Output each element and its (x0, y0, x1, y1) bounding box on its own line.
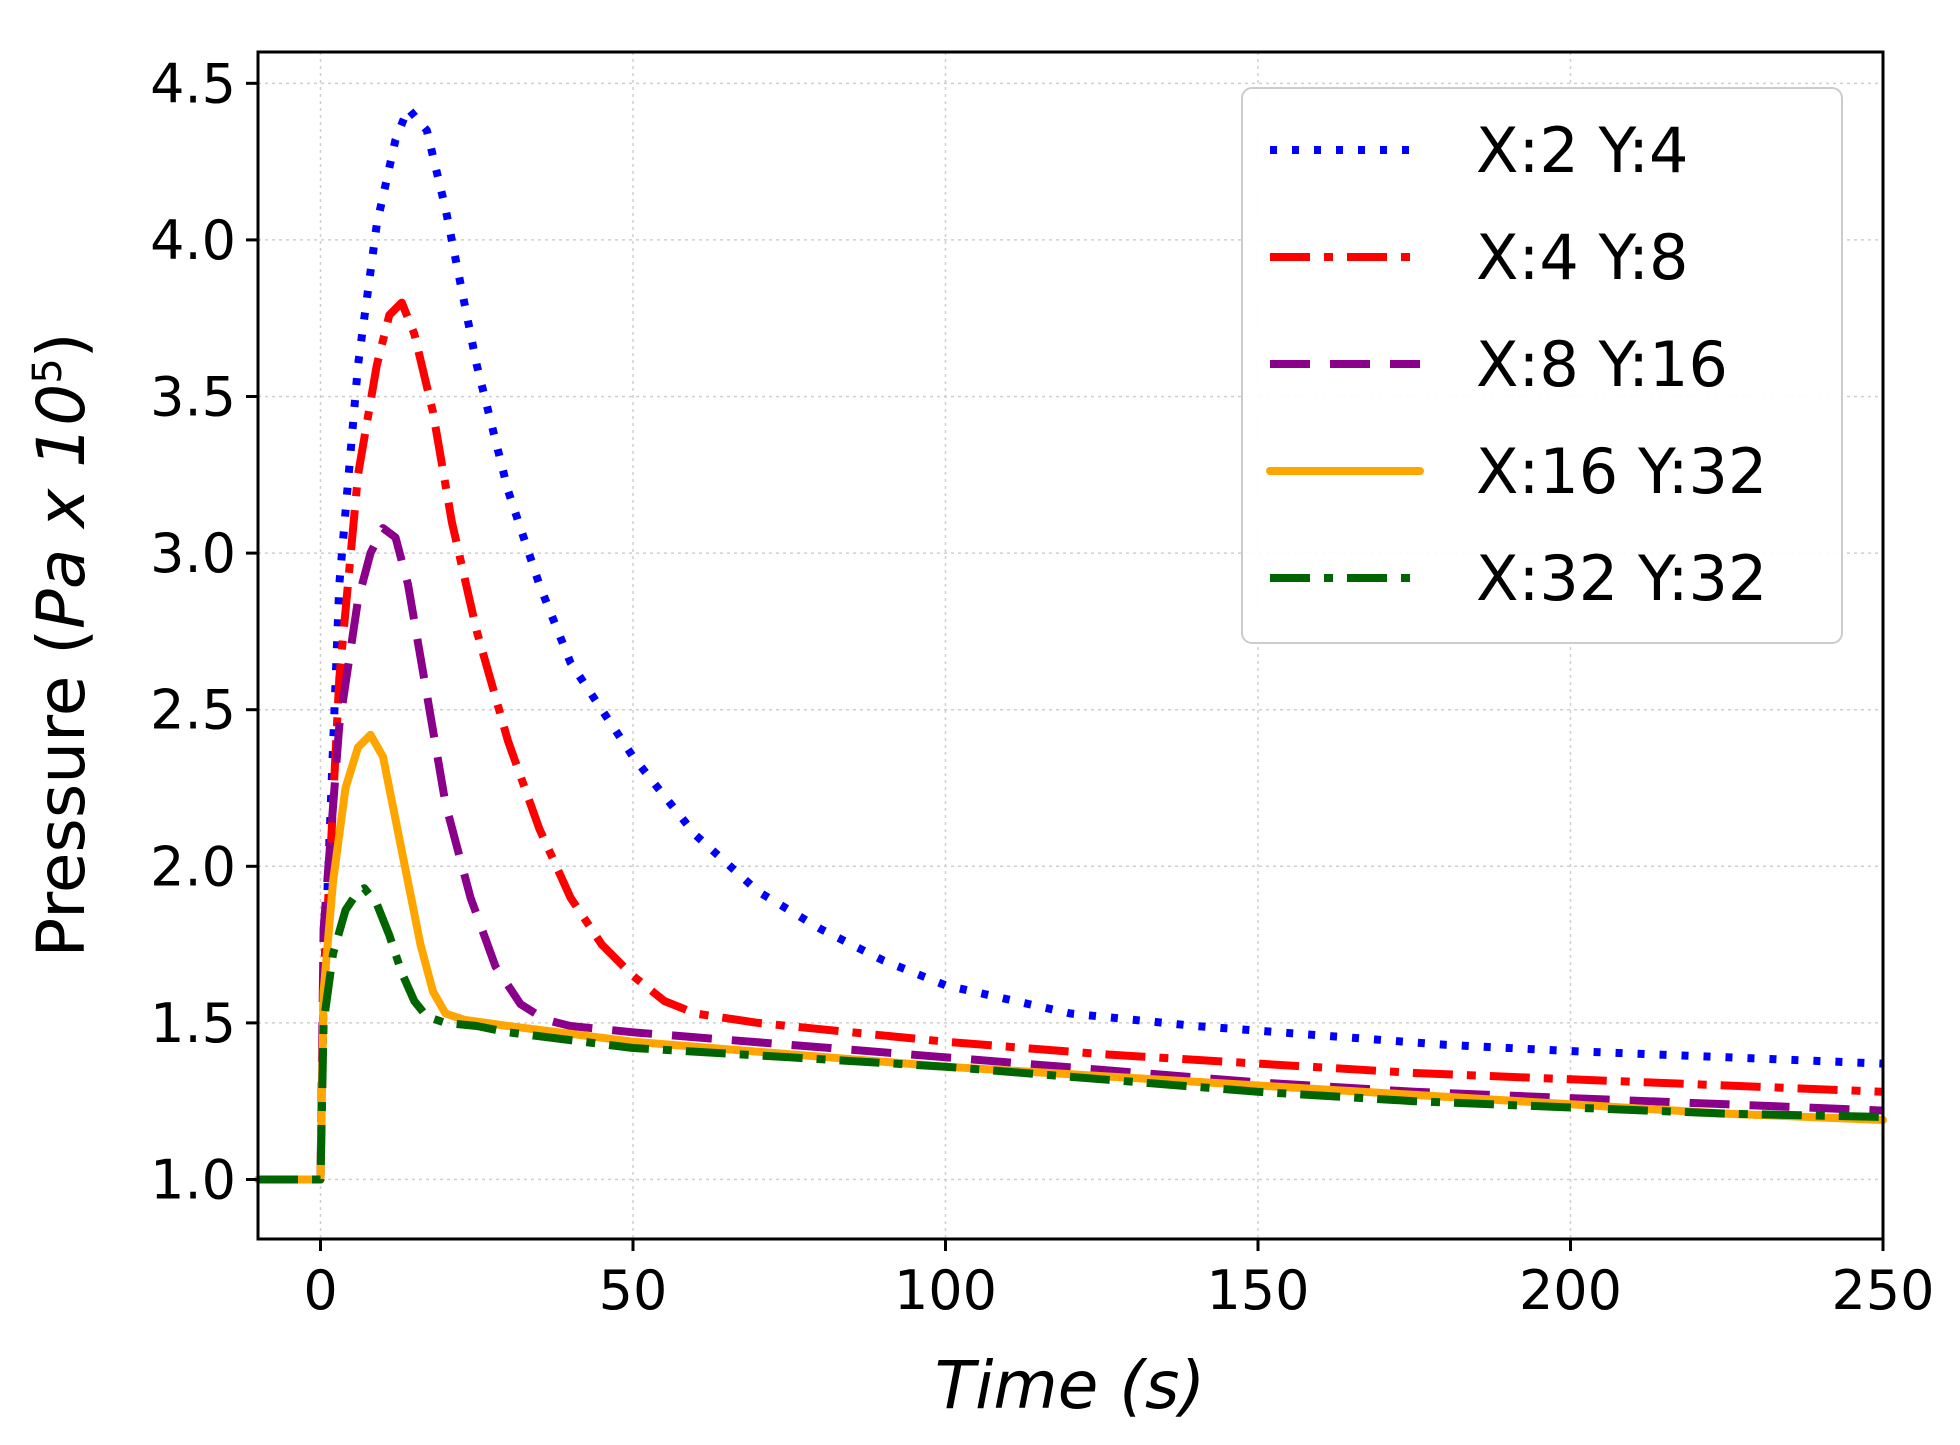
y-axis-label-prefix: Pressure ( (23, 629, 100, 958)
legend-box (1241, 87, 1843, 644)
legend-label-1: X:2 Y:4 (1476, 114, 1689, 187)
y-tick-label: 3.5 (150, 366, 236, 429)
plot-frame (256, 50, 1885, 1241)
legend-label-2: X:4 Y:8 (1476, 221, 1689, 294)
x-tick-label: 0 (303, 1259, 337, 1322)
x-axis-ticks: 0 50 100 150 200 250 (303, 1239, 1935, 1322)
y-axis-label-superscript: 5 (25, 358, 71, 383)
x-tick-label: 250 (1831, 1259, 1934, 1322)
y-tick-label: 2.5 (150, 679, 236, 742)
y-tick-label: 4.5 (150, 52, 236, 115)
series-line-5 (258, 884, 1884, 1184)
series-line-1 (258, 104, 1884, 1184)
x-tick-label: 50 (599, 1259, 668, 1322)
y-axis-label: Pressure (Pa x 105) (23, 332, 100, 957)
x-tick-label: 100 (894, 1259, 997, 1322)
legend-label-5: X:32 Y:32 (1476, 542, 1767, 615)
x-axis-label: Time (s) (935, 1347, 1205, 1424)
y-axis-ticks: 1.0 1.5 2.0 2.5 3.0 3.5 4.0 4.5 (150, 52, 258, 1211)
y-axis-label-unit: Pa x 10 (23, 384, 100, 629)
series-line-3 (258, 524, 1884, 1184)
x-tick-label: 200 (1519, 1259, 1622, 1322)
y-tick-label: 1.0 (150, 1148, 236, 1211)
legend-label-4: X:16 Y:32 (1476, 435, 1767, 508)
x-tick-label: 150 (1206, 1259, 1309, 1322)
y-tick-label: 3.0 (150, 522, 236, 585)
series-line-4 (254, 730, 1887, 1184)
series-line-2 (258, 298, 1884, 1184)
y-tick-label: 1.5 (150, 992, 236, 1055)
y-tick-label: 4.0 (150, 209, 236, 272)
legend: X:2 Y:4 X:4 Y:8 X:8 Y:16 X:16 Y:32 X:32 Y:32 (1241, 87, 1843, 644)
y-tick-label: 2.0 (150, 835, 236, 898)
series-group (254, 104, 1887, 1184)
legend-label-3: X:8 Y:16 (1476, 328, 1728, 401)
y-axis-label-suffix: ) (23, 332, 100, 358)
